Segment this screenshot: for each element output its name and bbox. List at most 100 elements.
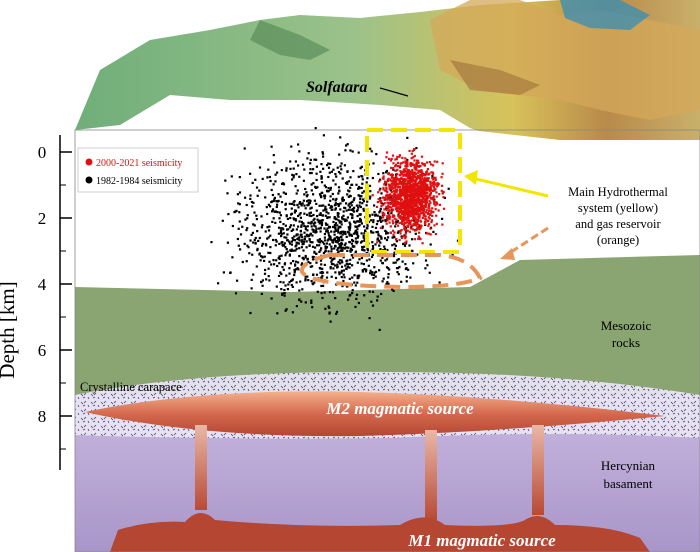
seismic-event-1982-1984	[343, 206, 346, 209]
seismic-event-2000-2021	[392, 181, 395, 184]
seismic-event-1982-1984	[359, 167, 362, 170]
seismic-event-1982-1984	[268, 225, 271, 228]
seismic-event-1982-1984	[295, 247, 298, 250]
seismic-event-1982-1984	[274, 221, 277, 224]
seismic-event-1982-1984	[334, 297, 337, 300]
seismic-event-1982-1984	[294, 264, 297, 267]
seismic-event-2000-2021	[427, 196, 430, 199]
seismic-event-2000-2021	[403, 212, 406, 215]
seismic-event-1982-1984	[327, 175, 330, 179]
seismic-event-2000-2021	[427, 173, 430, 176]
seismic-event-1982-1984	[402, 242, 405, 246]
seismic-event-2000-2021	[409, 182, 412, 185]
seismic-event-2000-2021	[410, 206, 413, 210]
seismic-event-1982-1984	[369, 195, 372, 198]
seismic-event-1982-1984	[275, 259, 278, 262]
seismic-event-1982-1984	[315, 252, 318, 255]
seismic-event-1982-1984	[286, 288, 289, 291]
seismic-event-2000-2021	[400, 206, 403, 209]
seismic-event-2000-2021	[426, 197, 429, 200]
seismic-event-1982-1984	[412, 262, 415, 265]
seismic-event-2000-2021	[394, 188, 398, 191]
seismic-event-1982-1984	[291, 173, 294, 176]
seismic-event-2000-2021	[411, 224, 414, 227]
seismic-event-1982-1984	[269, 234, 272, 237]
seismic-event-1982-1984	[378, 269, 381, 272]
seismic-event-1982-1984	[348, 226, 352, 229]
seismic-event-2000-2021	[380, 204, 383, 208]
seismic-event-1982-1984	[323, 197, 326, 200]
seismic-event-2000-2021	[417, 174, 420, 177]
seismic-event-2000-2021	[398, 154, 401, 157]
seismic-event-1982-1984	[358, 274, 361, 277]
seismic-event-1982-1984	[443, 196, 446, 199]
seismic-event-2000-2021	[421, 192, 424, 195]
seismic-event-1982-1984	[357, 235, 360, 238]
seismic-event-1982-1984	[325, 242, 328, 245]
seismic-event-2000-2021	[401, 212, 404, 215]
seismic-event-1982-1984	[280, 241, 283, 244]
seismic-event-1982-1984	[361, 246, 364, 249]
seismic-event-1982-1984	[334, 183, 337, 186]
seismic-event-1982-1984	[281, 243, 284, 246]
seismic-event-2000-2021	[386, 219, 389, 222]
seismic-event-1982-1984	[304, 187, 307, 191]
seismic-event-1982-1984	[350, 204, 353, 207]
seismic-event-2000-2021	[429, 201, 432, 204]
seismic-event-1982-1984	[378, 219, 382, 222]
seismic-event-1982-1984	[319, 249, 322, 252]
seismic-event-1982-1984	[373, 204, 376, 207]
seismic-event-2000-2021	[391, 201, 394, 204]
seismic-event-1982-1984	[226, 241, 229, 244]
seismic-event-2000-2021	[413, 195, 416, 198]
seismic-event-1982-1984	[307, 152, 310, 155]
seismic-event-1982-1984	[318, 222, 321, 225]
seismic-event-1982-1984	[337, 215, 340, 218]
svg-text:system (yellow): system (yellow)	[578, 201, 658, 215]
seismic-event-2000-2021	[442, 196, 445, 199]
seismic-event-1982-1984	[365, 227, 368, 230]
seismic-event-2000-2021	[378, 180, 381, 183]
seismic-event-1982-1984	[351, 292, 354, 295]
seismic-event-1982-1984	[406, 158, 409, 161]
seismic-event-1982-1984	[333, 217, 336, 220]
seismic-event-1982-1984	[288, 267, 291, 270]
seismic-event-2000-2021	[418, 215, 421, 218]
seismic-event-1982-1984	[301, 262, 304, 265]
seismic-event-1982-1984	[272, 217, 275, 220]
seismic-event-1982-1984	[356, 215, 359, 218]
seismic-event-1982-1984	[379, 187, 382, 190]
seismic-event-1982-1984	[304, 278, 307, 281]
seismic-event-1982-1984	[374, 226, 378, 229]
seismic-event-2000-2021	[430, 171, 433, 174]
seismic-event-1982-1984	[310, 299, 313, 302]
seismic-event-1982-1984	[319, 170, 322, 173]
seismic-event-2000-2021	[413, 208, 416, 211]
seismic-event-2000-2021	[398, 188, 402, 191]
seismic-event-2000-2021	[391, 200, 394, 203]
seismic-event-2000-2021	[399, 186, 402, 189]
seismic-event-1982-1984	[293, 235, 296, 238]
seismic-event-2000-2021	[397, 202, 400, 205]
seismic-event-1982-1984	[273, 263, 276, 266]
seismic-event-1982-1984	[303, 224, 306, 228]
seismic-event-1982-1984	[307, 261, 310, 264]
seismic-event-1982-1984	[378, 328, 381, 331]
seismic-event-2000-2021	[419, 186, 422, 189]
seismic-event-2000-2021	[388, 221, 391, 224]
seismic-event-2000-2021	[414, 171, 417, 174]
seismic-event-2000-2021	[431, 189, 434, 192]
seismic-event-1982-1984	[337, 212, 340, 215]
seismic-event-1982-1984	[309, 241, 312, 244]
seismic-event-1982-1984	[368, 258, 371, 261]
seismic-event-1982-1984	[295, 228, 298, 231]
seismic-event-2000-2021	[425, 171, 428, 174]
seismic-event-2000-2021	[403, 217, 406, 220]
seismic-event-2000-2021	[391, 154, 395, 157]
seismic-event-2000-2021	[402, 235, 405, 238]
seismic-event-1982-1984	[385, 171, 388, 174]
seismic-event-2000-2021	[381, 196, 385, 199]
seismic-event-1982-1984	[306, 200, 309, 203]
seismic-event-2000-2021	[417, 210, 420, 213]
seismic-event-1982-1984	[356, 277, 359, 280]
